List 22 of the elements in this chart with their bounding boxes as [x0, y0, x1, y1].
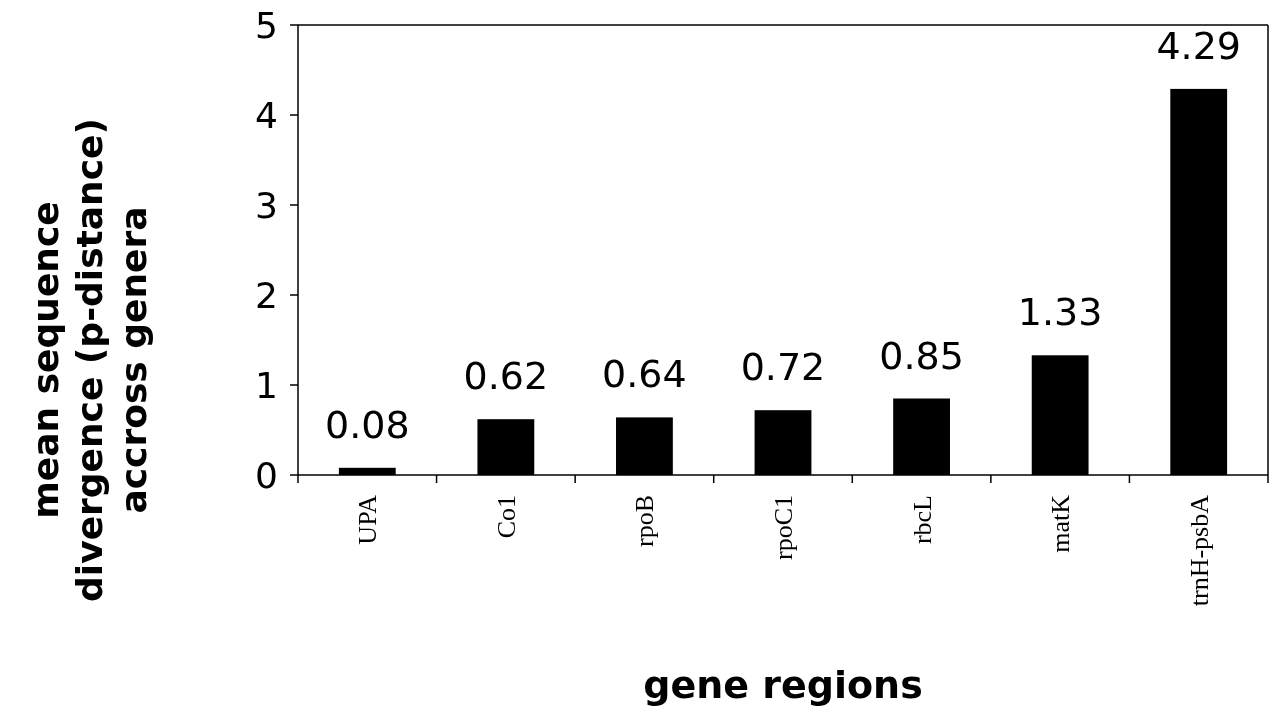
data-label: 0.64: [602, 352, 687, 397]
x-tick-label: rpoC1: [769, 495, 798, 560]
data-label: 4.29: [1156, 23, 1242, 68]
y-axis-title: mean sequence divergence (p-distance) accross genera: [25, 118, 154, 602]
x-tick-label: rbcL: [907, 495, 937, 545]
x-tick-label: UPA: [353, 494, 383, 545]
x-tick-label: matK: [1046, 494, 1076, 553]
y-tick-label: 2: [255, 274, 278, 316]
data-label: 0.72: [740, 345, 826, 390]
data-label: 0.85: [879, 333, 964, 378]
data-label: 0.62: [463, 354, 549, 399]
data-label: 1.33: [1017, 290, 1103, 335]
y-tick-label: 1: [255, 364, 278, 406]
x-tick-label: rpoB: [630, 495, 660, 547]
y-tick-label: 3: [255, 184, 278, 226]
x-tick-label: trnH-psbA: [1184, 494, 1214, 607]
y-tick-label: 0: [255, 454, 278, 496]
y-tick-label: 5: [255, 4, 278, 46]
x-tick-label: Co1: [491, 495, 521, 539]
y-tick-label: 4: [255, 94, 278, 136]
data-label: 0.08: [324, 402, 410, 447]
x-axis-title: gene regions: [643, 663, 923, 707]
